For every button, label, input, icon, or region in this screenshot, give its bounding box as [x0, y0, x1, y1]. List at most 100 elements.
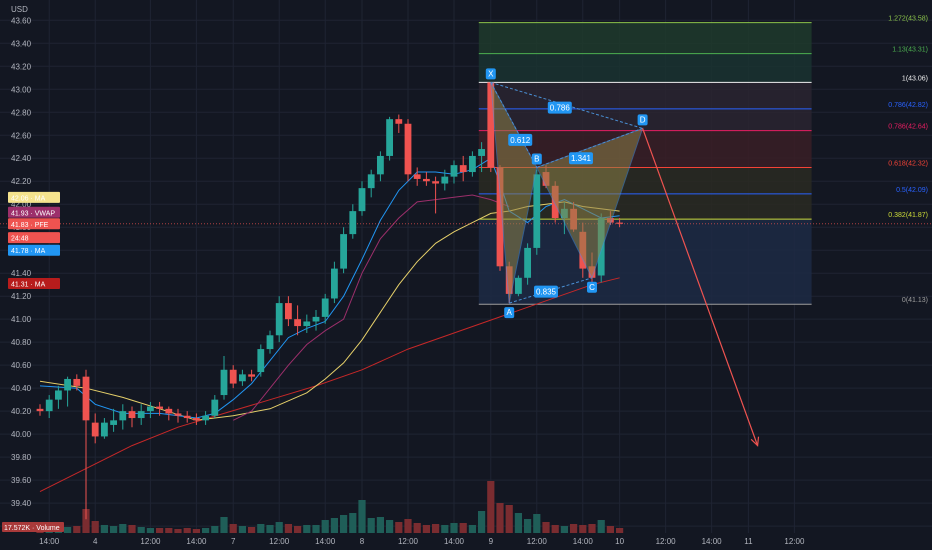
volume-bar [413, 523, 421, 533]
volume-bar [257, 524, 265, 533]
time-axis[interactable]: 14:00 4 12:00 14:00 7 12:00 14:00 8 12:00 14:00 9 1… [39, 537, 805, 546]
x-tick-label: 14:00 [573, 537, 594, 546]
price-badge-label: 24:48 [11, 236, 29, 243]
volume-bar [137, 527, 145, 533]
volume-bar [82, 509, 90, 533]
y-tick-label: 42.40 [11, 154, 32, 163]
price-badge-label: 41.31 · MA [11, 282, 46, 289]
volume-bar [266, 525, 274, 533]
candle-body [377, 155, 384, 175]
candle-body [266, 335, 274, 350]
volume-bar [183, 528, 191, 533]
volume-bar [450, 523, 458, 533]
fib-level-label: 1.13(43.31) [892, 47, 928, 54]
candle-body [515, 277, 522, 294]
x-tick-label: 14:00 [702, 537, 723, 546]
candle-body [147, 406, 154, 412]
y-tick-label: 40.60 [11, 361, 32, 370]
candle-body [616, 222, 623, 224]
projection-arrow [642, 128, 759, 446]
candle-body [73, 378, 81, 386]
harmonic-pattern: X A B C D 0.786 0.612 1.341 0.835 [485, 68, 760, 447]
candle-body [82, 376, 90, 421]
price-badge [8, 244, 60, 256]
volume-bar [211, 526, 219, 533]
volume-bar [524, 519, 532, 533]
y-tick-label: 42.80 [11, 108, 32, 117]
volume-bar [505, 505, 513, 533]
volume-bar [229, 524, 237, 533]
volume-bar [91, 521, 99, 533]
candle-body [312, 316, 320, 322]
volume-bar [560, 526, 568, 533]
fib-level-label: 0(41.13) [902, 297, 928, 304]
candle-body [174, 413, 182, 416]
harmonic-point-label: D [640, 115, 646, 124]
volume-bar [294, 526, 302, 533]
volume-bar [312, 525, 320, 533]
y-tick-label: 43.60 [11, 16, 32, 25]
volume-bar [551, 525, 559, 533]
volume-bar [340, 515, 348, 533]
y-tick-label: 43.20 [11, 62, 32, 71]
candle-body [496, 167, 504, 267]
volume-bar [100, 525, 108, 533]
y-tick-label: 40.80 [11, 338, 32, 347]
volume-bar [533, 514, 541, 533]
y-tick-label: 43.00 [11, 85, 32, 94]
volume-badge: 17.572K · Volume [2, 522, 64, 532]
candle-body [303, 321, 311, 327]
volume-bar [284, 524, 292, 533]
harmonic-ac [509, 277, 593, 304]
volume-bar [192, 529, 200, 533]
candle-body [211, 399, 219, 416]
candle-body [331, 268, 338, 299]
candle-body [101, 422, 108, 437]
volume-bar [542, 522, 550, 533]
volume-bar [238, 526, 246, 533]
harmonic-ratio-label: 0.612 [510, 136, 531, 145]
y-tick-label: 39.40 [11, 499, 32, 508]
volume-bar [570, 524, 578, 533]
y-tick-label: 41.00 [11, 315, 32, 324]
candle-body [248, 374, 255, 377]
harmonic-point-box [504, 307, 515, 319]
volume-bar [202, 528, 210, 533]
candle-body [432, 181, 439, 184]
candle-body [294, 319, 301, 327]
volume-bar [146, 528, 154, 533]
y-tick-label: 42.20 [11, 177, 32, 186]
harmonic-point-box [485, 68, 496, 80]
candle-body [404, 123, 412, 175]
volume-bar [174, 529, 182, 533]
harmonic-ratio-label: 1.341 [571, 154, 592, 163]
price-axis[interactable]: 43.60 43.40 43.20 43.00 42.80 42.60 42.40 42.20… [11, 16, 32, 531]
price-badge [8, 218, 60, 230]
y-tick-label: 41.40 [11, 269, 32, 278]
volume-bar [441, 525, 449, 533]
volume-bar [303, 525, 311, 533]
candle-body [165, 408, 173, 414]
volume-bar [110, 526, 118, 533]
x-tick-label: 12:00 [398, 537, 419, 546]
vwap-line [232, 194, 510, 421]
candle-body [202, 415, 209, 421]
x-tick-label: 8 [360, 537, 365, 546]
candle-body [358, 188, 366, 212]
candle-body [183, 415, 191, 419]
volume-bar [404, 519, 412, 533]
volume-bar [165, 528, 173, 533]
y-tick-label: 39.80 [11, 453, 32, 462]
fib-level-label: 0.618(42.32) [888, 160, 928, 167]
candle-body [285, 303, 292, 320]
currency-label: USD [11, 5, 28, 14]
volume-bar [616, 528, 624, 533]
x-tick-label: 12:00 [140, 537, 161, 546]
harmonic-bd [536, 127, 643, 168]
candle-body [229, 369, 237, 384]
volume-bar [496, 503, 504, 533]
candle-body [257, 349, 265, 373]
y-tick-label: 40.40 [11, 384, 32, 393]
y-tick-label: 40.20 [11, 407, 32, 416]
